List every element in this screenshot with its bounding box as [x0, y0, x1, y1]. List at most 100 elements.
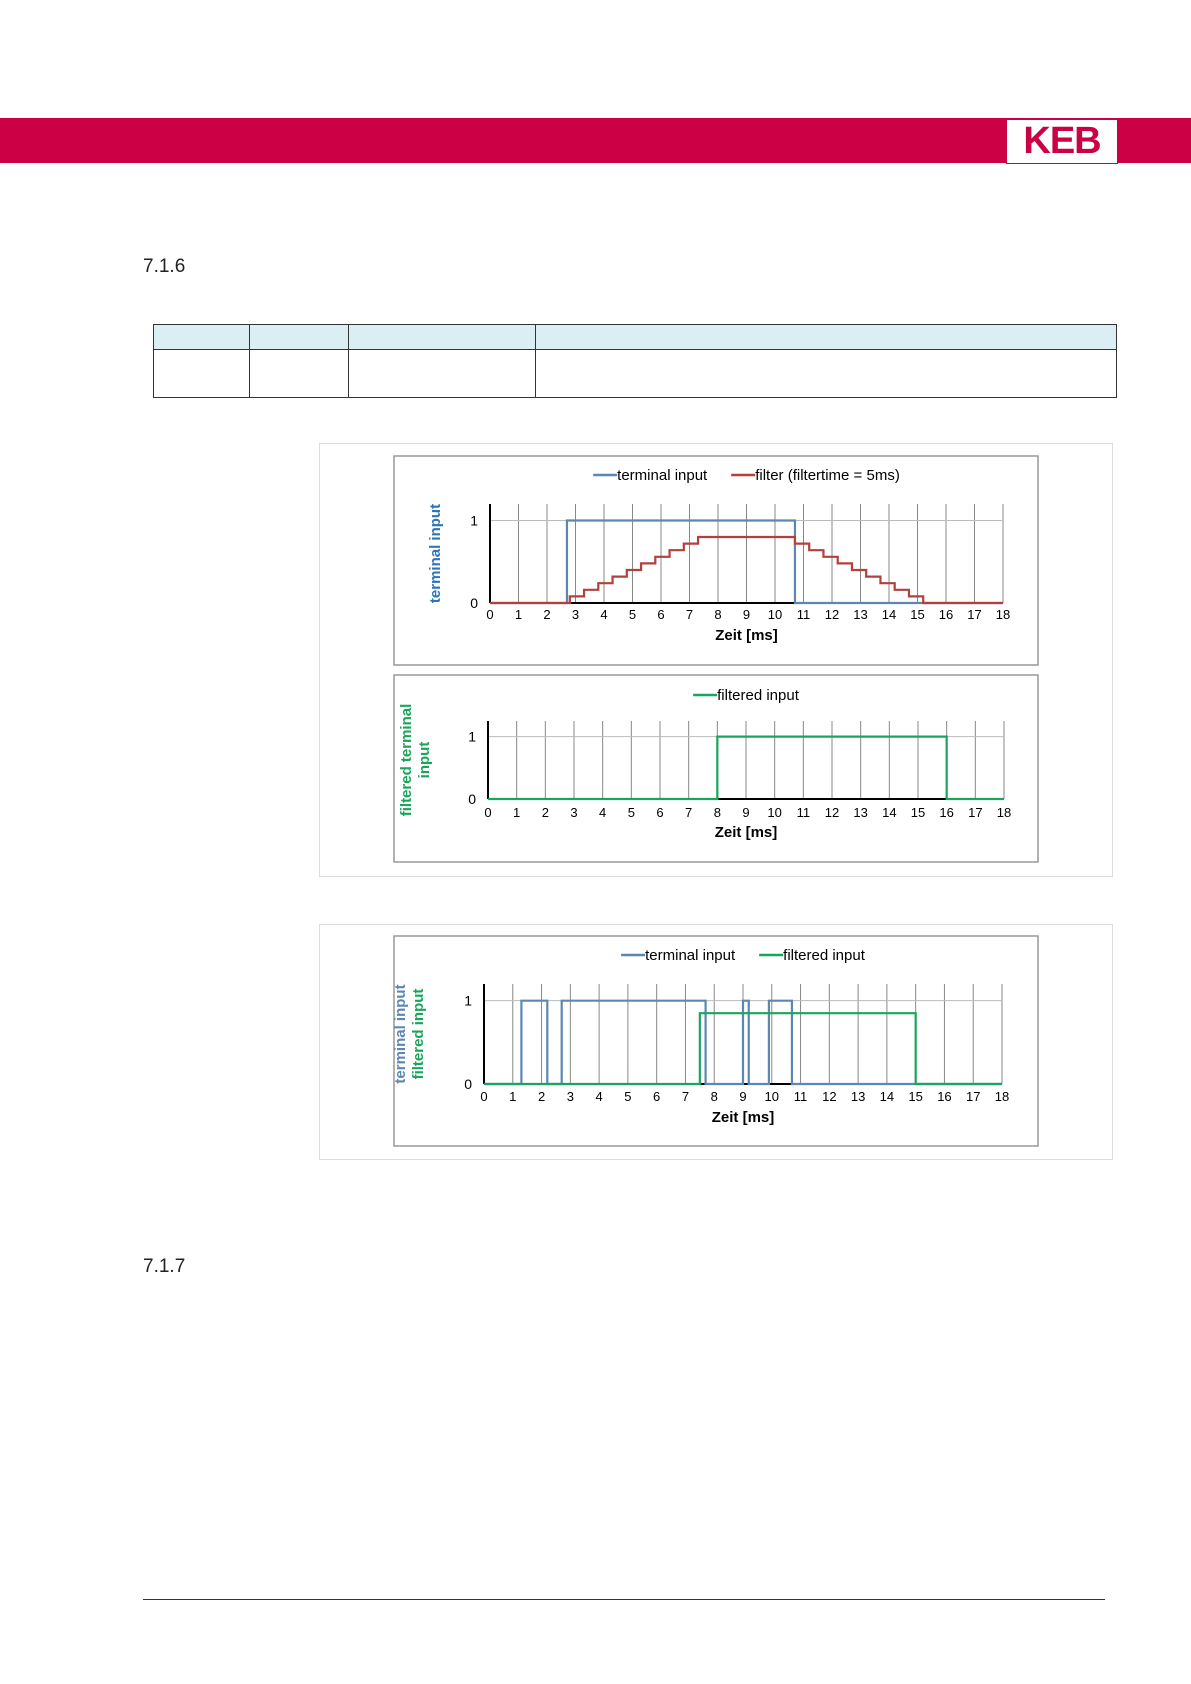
col-line — [535, 325, 536, 397]
x-tick-label: 11 — [797, 805, 811, 820]
x-tick-label: 13 — [853, 607, 867, 622]
y-tick-label: 0 — [468, 791, 476, 807]
x-tick-label: 5 — [629, 607, 636, 622]
x-tick-label: 9 — [742, 805, 749, 820]
x-tick-label: 16 — [939, 607, 953, 622]
x-tick-label: 17 — [967, 607, 981, 622]
figure-frame — [319, 924, 1113, 1160]
series-line — [488, 735, 1004, 801]
x-tick-label: 16 — [939, 805, 953, 820]
x-tick-label: 3 — [570, 805, 577, 820]
y-axis-label: filtered terminal — [398, 704, 415, 817]
y-axis-label: terminal input — [427, 504, 444, 603]
legend: terminal input filter (filtertime = 5ms) — [593, 467, 900, 484]
x-tick-label: 11 — [794, 1089, 808, 1104]
x-tick-label: 6 — [657, 607, 664, 622]
x-tick-label: 12 — [822, 1089, 836, 1104]
section-number: 7.1.7 — [143, 1256, 186, 1277]
x-tick-label: 13 — [853, 805, 867, 820]
x-tick-label: 7 — [686, 607, 693, 622]
y-tick-label: 0 — [470, 595, 478, 611]
y-tick-label: 0 — [464, 1076, 472, 1092]
chart-box — [393, 455, 1039, 666]
x-tick-label: 3 — [567, 1089, 574, 1104]
y-tick-label: 1 — [464, 993, 472, 1009]
x-tick-label: 8 — [714, 805, 721, 820]
x-tick-label: 5 — [628, 805, 635, 820]
legend-label: filtered input — [783, 947, 866, 964]
chart-box — [393, 674, 1039, 863]
legend-label: filtered input — [717, 687, 800, 704]
series-line — [484, 1012, 1002, 1086]
legend-label: filter (filtertime = 5ms) — [755, 467, 900, 484]
x-axis-label: Zeit [ms] — [712, 1109, 775, 1126]
x-tick-label: 6 — [653, 1089, 660, 1104]
x-tick-label: 10 — [767, 805, 781, 820]
legend-label: terminal input — [617, 467, 708, 484]
x-tick-label: 15 — [911, 805, 925, 820]
legend: filtered input — [693, 687, 800, 704]
header-bar — [0, 118, 1191, 163]
x-tick-label: 18 — [997, 805, 1011, 820]
y-axis-label: input — [416, 742, 433, 779]
legend-label: terminal input — [645, 947, 736, 964]
x-tick-label: 6 — [656, 805, 663, 820]
x-tick-label: 2 — [542, 805, 549, 820]
x-tick-label: 3 — [572, 607, 579, 622]
y-tick-label: 1 — [470, 513, 478, 529]
x-tick-label: 11 — [797, 607, 811, 622]
x-tick-label: 15 — [910, 607, 924, 622]
y-tick-label: 1 — [468, 729, 476, 745]
x-tick-label: 2 — [538, 1089, 545, 1104]
figure-frame — [319, 443, 1113, 877]
x-tick-label: 1 — [513, 805, 520, 820]
legend: terminal input filtered input — [621, 947, 866, 964]
table-header — [154, 325, 1116, 350]
x-tick-label: 12 — [825, 805, 839, 820]
x-tick-label: 13 — [851, 1089, 865, 1104]
x-tick-label: 17 — [968, 805, 982, 820]
x-tick-label: 14 — [882, 607, 896, 622]
col-line — [249, 325, 250, 397]
x-tick-label: 12 — [825, 607, 839, 622]
x-tick-label: 15 — [908, 1089, 922, 1104]
x-tick-label: 7 — [682, 1089, 689, 1104]
x-tick-label: 1 — [509, 1089, 516, 1104]
x-tick-label: 10 — [768, 607, 782, 622]
series-line — [484, 999, 1002, 1086]
x-tick-label: 7 — [685, 805, 692, 820]
x-tick-label: 18 — [995, 1089, 1009, 1104]
x-tick-label: 0 — [480, 1089, 487, 1104]
x-axis-label: Zeit [ms] — [715, 627, 778, 644]
x-tick-label: 10 — [765, 1089, 779, 1104]
col-line — [348, 325, 349, 397]
x-tick-label: 4 — [595, 1089, 602, 1104]
x-tick-label: 5 — [624, 1089, 631, 1104]
x-tick-label: 8 — [714, 607, 721, 622]
x-tick-label: 8 — [711, 1089, 718, 1104]
y-axis-label: filtered input — [410, 989, 427, 1080]
x-tick-label: 18 — [996, 607, 1010, 622]
x-tick-label: 4 — [599, 805, 606, 820]
series-line — [490, 535, 1003, 605]
x-tick-label: 1 — [515, 607, 522, 622]
x-tick-label: 14 — [880, 1089, 894, 1104]
y-axis-label: terminal input — [392, 984, 409, 1083]
x-tick-label: 4 — [600, 607, 607, 622]
x-tick-label: 9 — [739, 1089, 746, 1104]
x-tick-label: 0 — [484, 805, 491, 820]
x-tick-label: 2 — [543, 607, 550, 622]
chart-box — [393, 935, 1039, 1147]
x-axis-label: Zeit [ms] — [715, 824, 778, 841]
x-tick-label: 16 — [937, 1089, 951, 1104]
x-tick-label: 17 — [966, 1089, 980, 1104]
x-tick-label: 9 — [743, 607, 750, 622]
table — [153, 324, 1117, 398]
logo-text: KEB — [1023, 120, 1101, 162]
logo — [1006, 119, 1118, 164]
x-tick-label: 14 — [882, 805, 896, 820]
section-number: 7.1.6 — [143, 256, 186, 277]
footer-line — [143, 1599, 1105, 1600]
